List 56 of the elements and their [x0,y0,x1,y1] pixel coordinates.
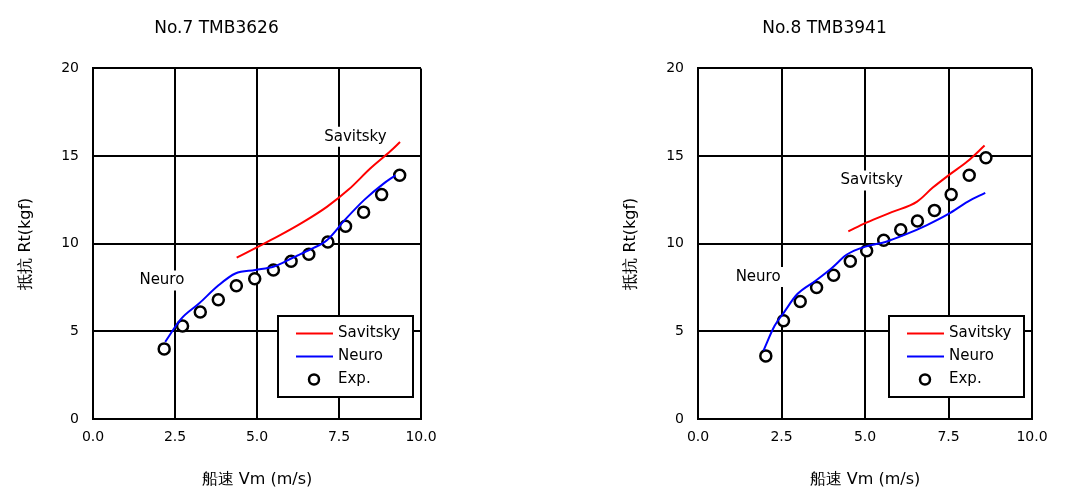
point [193,305,208,319]
y-tick-label: 0 [70,409,80,426]
legend-label: Neuro [949,346,994,365]
x-tick-label: 0.0 [81,428,105,445]
chart-title: No.7 TMB3626 [154,16,279,37]
point [392,168,407,183]
point [962,168,976,183]
y-tick-label: 0 [675,409,685,426]
x-tick-label: 5.0 [853,428,877,445]
y-tick-label: 20 [666,59,685,76]
point [175,319,190,333]
y-tick-label: 15 [61,146,80,163]
point [809,280,824,295]
y-axis-title: 抵抗 Rt(kgf) [14,197,34,291]
x-tick-label: 0.0 [686,428,710,445]
x-tick-label: 5.0 [245,428,269,445]
legend-label: Neuro [338,346,383,365]
x-tick-label: 7.5 [937,428,960,445]
x-tick-label: 7.5 [327,428,351,445]
legend-label: Exp. [949,369,982,388]
point [247,272,262,286]
point [374,187,389,202]
y-axis-title: 抵抗 Rt(kgf) [619,197,639,291]
legend-label: Savitsky [338,323,401,342]
point [356,205,371,219]
point [826,268,841,282]
legend-label: Exp. [338,369,371,388]
y-tick-label: 5 [70,321,80,338]
chart-title: No.8 TMB3941 [762,16,887,37]
point [211,293,226,307]
point [759,349,773,363]
y-tick-label: 15 [666,146,685,163]
text: Savitsky [324,126,387,145]
x-tick-label: 2.5 [163,428,187,445]
text: Savitsky [840,170,903,189]
x-axis-title: 船速 Vm (m/s) [201,468,313,488]
y-tick-label: 5 [675,321,685,338]
text: Neuro [139,270,185,289]
point [229,279,244,293]
point [979,151,993,165]
point [843,254,858,268]
text: Neuro [735,266,781,285]
point [927,203,942,218]
legend-label: Savitsky [949,323,1012,342]
y-tick-label: 10 [666,234,685,251]
y-tick-label: 20 [61,59,80,76]
x-tick-label: 10.0 [1016,428,1048,445]
x-tick-label: 2.5 [770,428,793,445]
x-tick-label: 10.0 [405,428,437,445]
point [944,187,958,202]
point [793,294,807,309]
x-axis-title: 船速 Vm (m/s) [809,468,921,488]
point [157,342,171,356]
point [910,214,925,228]
y-tick-label: 10 [61,234,80,251]
point [893,222,908,237]
